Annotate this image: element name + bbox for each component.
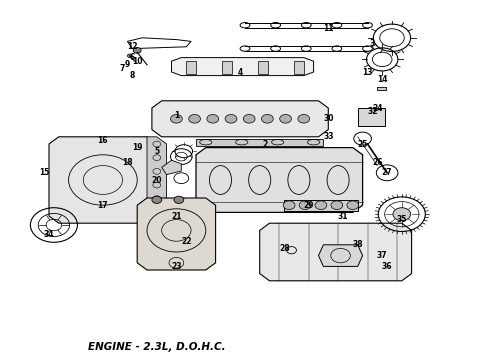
Circle shape [127,54,132,58]
Circle shape [393,208,411,221]
Polygon shape [147,137,167,223]
Text: 17: 17 [98,201,108,210]
Text: 14: 14 [377,75,388,84]
Bar [147,145,154,148]
Polygon shape [137,198,216,270]
Text: 35: 35 [396,215,407,224]
Polygon shape [318,245,363,266]
Bar [258,61,268,74]
Circle shape [347,201,359,210]
Text: 36: 36 [382,262,392,271]
Polygon shape [152,101,328,137]
Bar [147,206,154,208]
Polygon shape [284,200,358,211]
Circle shape [299,201,311,210]
Polygon shape [162,160,181,175]
Polygon shape [260,223,412,281]
Text: 2: 2 [262,140,267,149]
Text: 32: 32 [367,107,378,116]
Circle shape [174,196,184,203]
Text: 5: 5 [154,147,159,156]
Circle shape [152,196,162,203]
Text: 8: 8 [130,71,135,80]
Circle shape [283,201,295,210]
Circle shape [133,48,141,53]
Bar [377,87,386,90]
Polygon shape [196,148,363,212]
Circle shape [189,114,200,123]
Circle shape [298,114,310,123]
Circle shape [225,114,237,123]
Text: 29: 29 [303,201,314,210]
Text: 22: 22 [181,237,192,246]
Bar [147,190,154,193]
Text: 15: 15 [39,168,49,177]
Polygon shape [127,38,191,49]
Circle shape [280,114,292,123]
Text: 16: 16 [98,136,108,145]
Bar [147,168,154,171]
Circle shape [207,114,219,123]
Bar [358,108,385,126]
Text: 21: 21 [171,212,182,220]
Circle shape [315,201,327,210]
Text: 1: 1 [174,111,179,120]
Text: 28: 28 [279,244,290,253]
Bar [377,87,386,90]
Bar [196,139,323,146]
Text: 23: 23 [171,262,182,271]
Circle shape [244,114,255,123]
Text: 34: 34 [44,230,54,239]
Text: 20: 20 [151,176,162,185]
Bar [294,61,304,74]
Bar [147,153,154,156]
Circle shape [171,114,182,123]
Text: 27: 27 [382,168,392,177]
Text: 9: 9 [125,60,130,69]
Text: 37: 37 [377,251,388,260]
Text: 11: 11 [323,24,334,33]
Bar [377,87,386,90]
Text: 18: 18 [122,158,133,166]
Text: 4: 4 [238,68,243,77]
Text: 30: 30 [323,114,334,123]
Polygon shape [49,137,157,223]
Text: 31: 31 [338,212,348,220]
Bar [147,183,154,186]
Text: 13: 13 [362,68,373,77]
Text: 6: 6 [130,53,135,62]
Text: 3: 3 [370,39,375,48]
Text: 26: 26 [372,158,383,166]
Text: 24: 24 [372,104,383,113]
Polygon shape [172,58,314,76]
Text: 7: 7 [120,64,125,73]
Circle shape [331,201,343,210]
Bar [186,61,196,74]
Bar [147,160,154,163]
Text: 12: 12 [127,42,138,51]
Circle shape [262,114,273,123]
Bar [147,175,154,178]
Bar [222,61,232,74]
Text: 33: 33 [323,132,334,141]
Bar [147,213,154,216]
Text: ENGINE - 2.3L, D.O.H.C.: ENGINE - 2.3L, D.O.H.C. [88,342,225,352]
Text: 25: 25 [357,140,368,149]
Text: 19: 19 [132,143,143,152]
Bar [147,198,154,201]
Text: 38: 38 [352,240,363,249]
Text: 10: 10 [132,57,143,66]
